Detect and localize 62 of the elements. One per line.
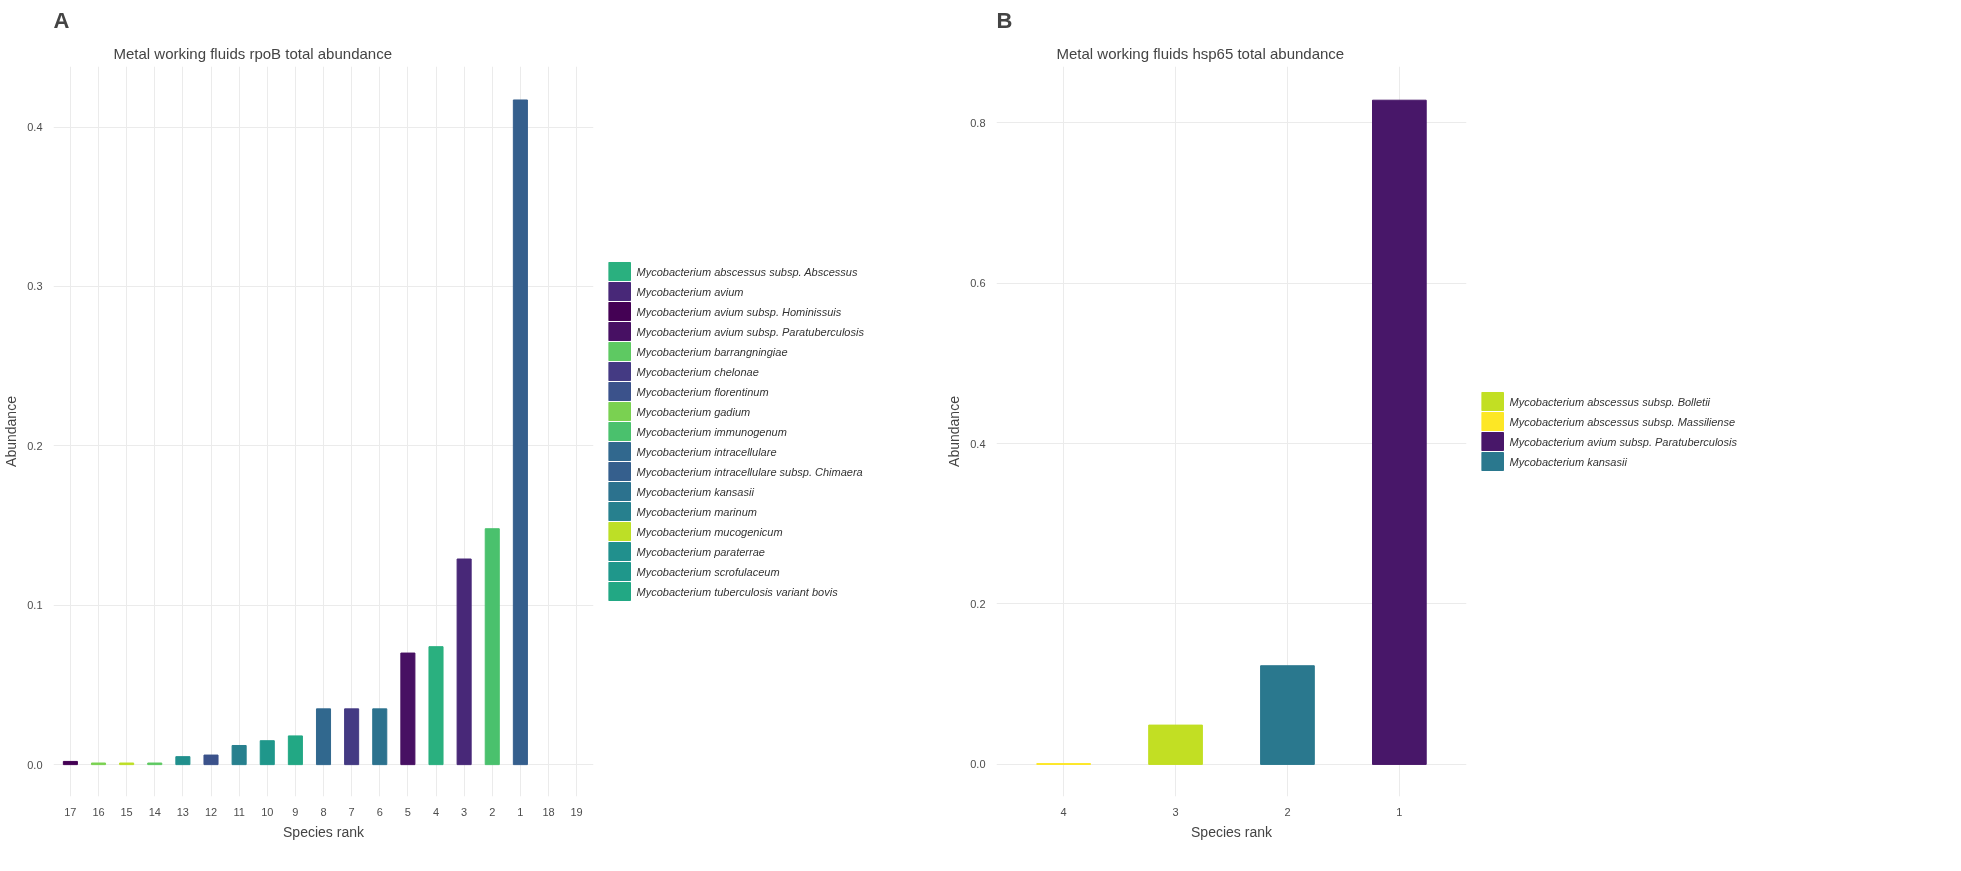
legend-label: Mycobacterium abscessus subsp. Abscessus <box>636 265 858 278</box>
x-tick-label: 19 <box>570 805 583 818</box>
legend-label: Mycobacterium immunogenum <box>636 425 787 438</box>
legend-label: Mycobacterium florentinum <box>636 385 769 398</box>
legend-label: Mycobacterium intracellulare subsp. Chimaera <box>636 465 863 478</box>
y-tick-label: 0.4 <box>27 121 43 134</box>
x-tick-label: 13 <box>176 805 190 818</box>
chart-title: Metal working fluids rpoB total abundance <box>113 44 392 62</box>
legend-label: Mycobacterium kansasii <box>636 485 755 498</box>
x-tick-label: 3 <box>1172 805 1179 818</box>
y-axis-title: Abundance <box>946 395 963 467</box>
legend-label: Mycobacterium paraterrae <box>636 545 765 558</box>
x-tick-label: 18 <box>542 805 555 818</box>
x-tick-label: 16 <box>92 805 105 818</box>
x-tick-label: 2 <box>1284 805 1291 818</box>
text: A <box>53 7 70 33</box>
legend-label: Mycobacterium chelonae <box>636 365 759 378</box>
legend-label: Mycobacterium kansasii <box>1509 455 1628 468</box>
x-tick-label: 2 <box>489 805 496 818</box>
x-axis-title: Species rank <box>283 823 365 840</box>
x-tick-label: 1 <box>517 805 524 818</box>
x-tick-label: 5 <box>404 805 411 818</box>
x-tick-label: 4 <box>1060 805 1067 818</box>
legend-label: Mycobacterium avium subsp. Paratuberculosis <box>1509 435 1738 448</box>
x-tick-label: 10 <box>261 805 274 818</box>
y-tick-label: 0.2 <box>27 439 43 452</box>
y-tick-label: 0.2 <box>970 597 986 610</box>
legend-label: Mycobacterium avium <box>636 285 744 298</box>
y-tick-label: 0.1 <box>27 599 43 612</box>
x-tick-label: 7 <box>348 805 355 818</box>
x-tick-label: 17 <box>64 805 77 818</box>
y-tick-label: 0.6 <box>970 277 986 290</box>
y-tick-label: 0.0 <box>27 758 43 771</box>
x-tick-label: 6 <box>376 805 383 818</box>
legend-label: Mycobacterium barrangningiae <box>636 345 788 358</box>
x-tick-label: 1 <box>1396 805 1403 818</box>
x-tick-label: 4 <box>432 805 440 818</box>
y-tick-label: 0.3 <box>27 280 43 293</box>
y-tick-label: 0.4 <box>970 437 986 450</box>
x-tick-label: 9 <box>292 805 299 818</box>
legend-label: Mycobacterium abscessus subsp. Bolletii <box>1509 395 1711 408</box>
legend-label: Mycobacterium avium subsp. Hominissuis <box>636 305 842 318</box>
x-tick-label: 3 <box>461 805 468 818</box>
legend-label: Mycobacterium intracellulare <box>636 445 777 458</box>
x-tick-label: 14 <box>148 805 161 818</box>
x-tick-label: 8 <box>320 805 327 818</box>
legend-label: Mycobacterium scrofulaceum <box>636 565 780 578</box>
x-tick-label: 11 <box>233 805 245 818</box>
legend-label: Mycobacterium tuberculosis variant bovis <box>636 585 839 598</box>
legend-label: Mycobacterium mucogenicum <box>636 525 783 538</box>
chart-title: Metal working fluids hsp65 total abundance <box>1056 44 1345 62</box>
legend-label: Mycobacterium avium subsp. Paratuberculosis <box>636 325 865 338</box>
legend-label: Mycobacterium abscessus subsp. Massiliense <box>1509 415 1736 428</box>
x-tick-label: 15 <box>120 805 133 818</box>
y-tick-label: 0.0 <box>970 758 986 771</box>
x-tick-label: 12 <box>204 805 218 818</box>
text: B <box>996 7 1013 33</box>
legend-label: Mycobacterium marinum <box>636 505 757 518</box>
x-axis-title: Species rank <box>1191 823 1273 840</box>
y-axis-title: Abundance <box>3 395 20 467</box>
legend-label: Mycobacterium gadium <box>636 405 751 418</box>
y-tick-label: 0.8 <box>970 116 986 129</box>
